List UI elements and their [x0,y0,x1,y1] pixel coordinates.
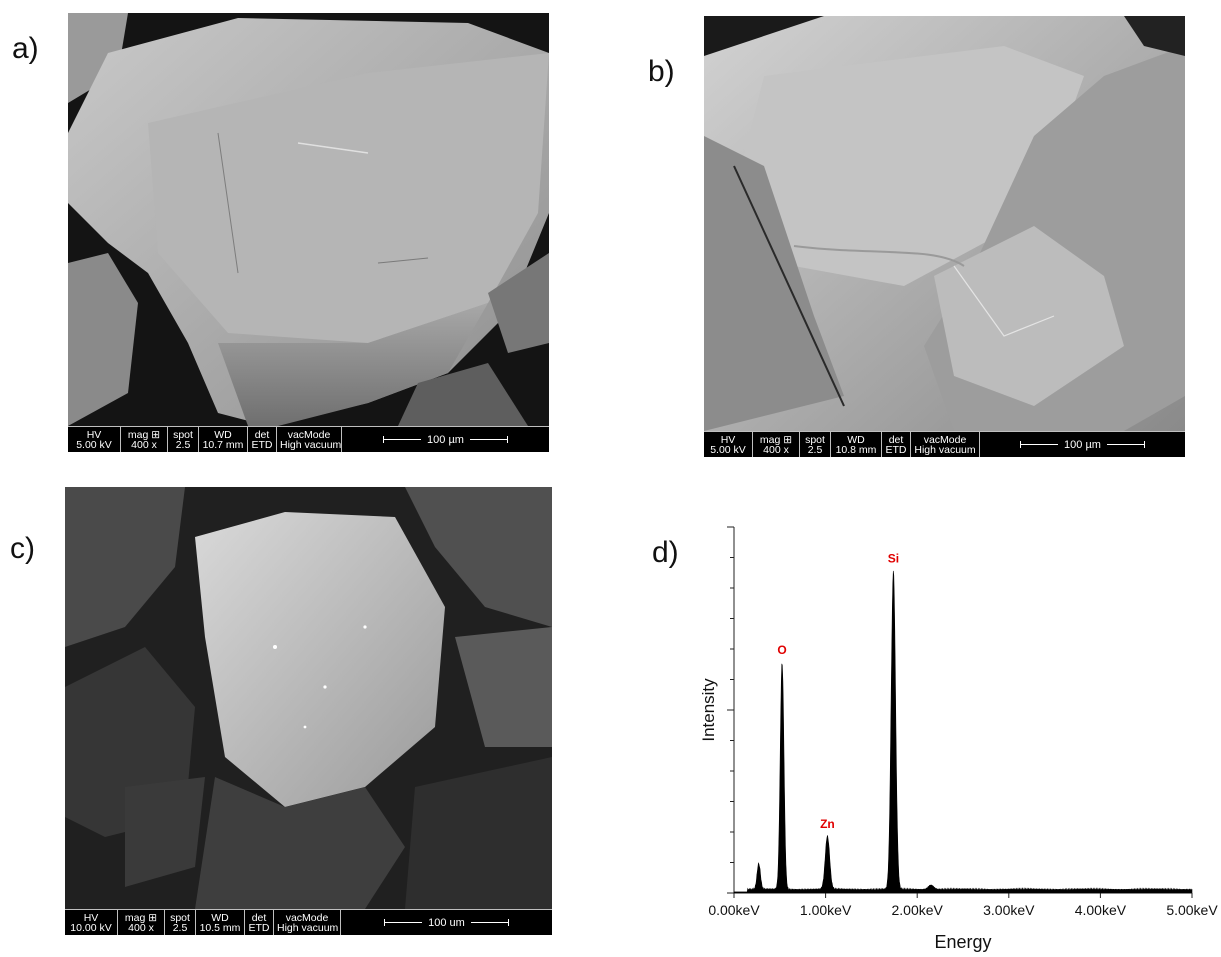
x-tick-label: 0.00keV [708,902,760,918]
chart-plot-area [733,570,1193,894]
scale-bar: 100 µm [980,431,1185,457]
x-tick-label: 5.00keV [1166,902,1218,918]
peak-label-zn: Zn [820,817,835,831]
databar-wd: WD 10.8 mm [831,431,882,457]
sem-image-b: HV 5.00 kV mag ⊞ 400 x spot 2.5 WD 10.8 mm d… [704,16,1185,457]
scale-bar-label: 100 µm [1064,438,1101,451]
databar-vacmode: vacMode High vacuum [274,909,341,935]
sem-databar-a: HV 5.00 kV mag ⊞ 400 x spot 2.5 WD 10.7 mm d… [68,426,549,452]
sem-image-c: HV 10.00 kV mag ⊞ 400 x spot 2.5 WD 10.5 mm … [65,487,552,935]
peak-label-si: Si [888,552,899,566]
databar-wd: WD 10.5 mm [196,909,245,935]
databar-spot: spot 2.5 [168,426,199,452]
databar-vacmode: vacMode High vacuum [277,426,342,452]
databar-hv: HV 5.00 kV [68,426,121,452]
panel-label-c: c) [10,532,35,565]
y-axis-label: Intensity [699,678,718,742]
databar-hv: HV 5.00 kV [704,431,753,457]
databar-spot: spot 2.5 [800,431,831,457]
databar-mag: mag ⊞ 400 x [753,431,800,457]
x-tick-label: 3.00keV [983,902,1035,918]
micrograph-c [65,487,552,909]
databar-det: det ETD [245,909,274,935]
spectrum-series [733,570,1193,894]
databar-wd: WD 10.7 mm [199,426,248,452]
scale-bar: 100 um [341,909,552,935]
micrograph-b [704,16,1185,431]
scale-bar-label: 100 um [428,916,465,929]
scale-bar: 100 µm [342,426,549,452]
eds-spectrum-chart: 0.00keV 1.00keV 2.00keV 3.00keV 4.00keV 5.00k… [699,526,1218,952]
databar-spot: spot 2.5 [165,909,196,935]
panel-label-d: d) [652,536,679,569]
scale-bar-label: 100 µm [427,433,464,446]
chart-peak-labels: O Zn Si [777,552,899,831]
databar-hv: HV 10.00 kV [65,909,118,935]
sem-image-a: HV 5.00 kV mag ⊞ 400 x spot 2.5 WD 10.7 mm d… [68,13,549,452]
panel-label-a: a) [12,32,39,65]
sem-databar-c: HV 10.00 kV mag ⊞ 400 x spot 2.5 WD 10.5 mm … [65,909,552,935]
x-tick-label: 1.00keV [800,902,852,918]
x-tick-label: 4.00keV [1075,902,1127,918]
databar-vacmode: vacMode High vacuum [911,431,980,457]
micrograph-a [68,13,549,426]
databar-det: det ETD [882,431,911,457]
panel-label-b: b) [648,55,675,88]
databar-mag: mag ⊞ 400 x [121,426,168,452]
databar-det: det ETD [248,426,277,452]
x-axis-label: Energy [934,932,991,952]
x-tick-label: 2.00keV [892,902,944,918]
peak-label-o: O [777,643,786,657]
sem-databar-b: HV 5.00 kV mag ⊞ 400 x spot 2.5 WD 10.8 mm d… [704,431,1185,457]
databar-mag: mag ⊞ 400 x [118,909,165,935]
